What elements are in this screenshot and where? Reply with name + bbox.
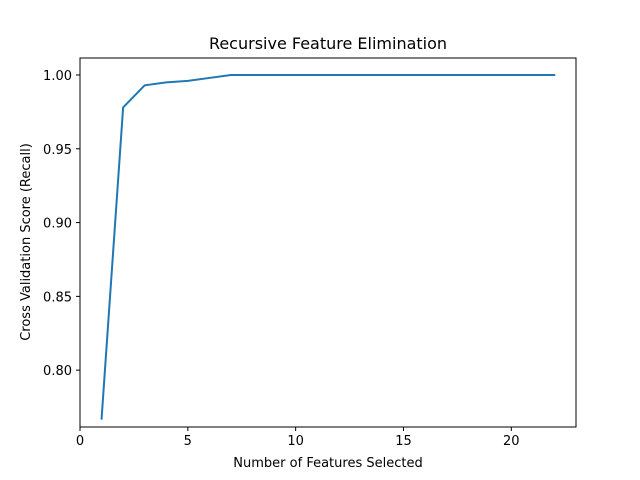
y-tick-label: 0.85 [43, 290, 72, 305]
x-tick-label: 0 [76, 434, 84, 449]
y-axis-ticks: 0.80 0.85 0.90 0.95 1.00 [43, 69, 80, 379]
x-tick-label: 15 [395, 434, 412, 449]
y-tick-label: 0.90 [43, 217, 72, 232]
x-tick-label: 5 [184, 434, 192, 449]
y-tick-label: 0.80 [43, 364, 72, 379]
y-tick-label: 0.95 [43, 143, 72, 158]
x-axis-ticks: 0 5 10 15 20 [76, 427, 520, 449]
series-line-0 [100, 73, 556, 420]
y-axis-label: Cross Validation Score (Recall) [19, 143, 34, 341]
x-tick-label: 20 [503, 434, 520, 449]
axes-frame [79, 57, 577, 428]
y-tick-label: 1.00 [43, 69, 72, 84]
plot-area [100, 73, 556, 420]
x-tick-label: 10 [287, 434, 304, 449]
x-axis-label: Number of Features Selected [233, 456, 422, 471]
chart-title: Recursive Feature Elimination [209, 34, 447, 53]
